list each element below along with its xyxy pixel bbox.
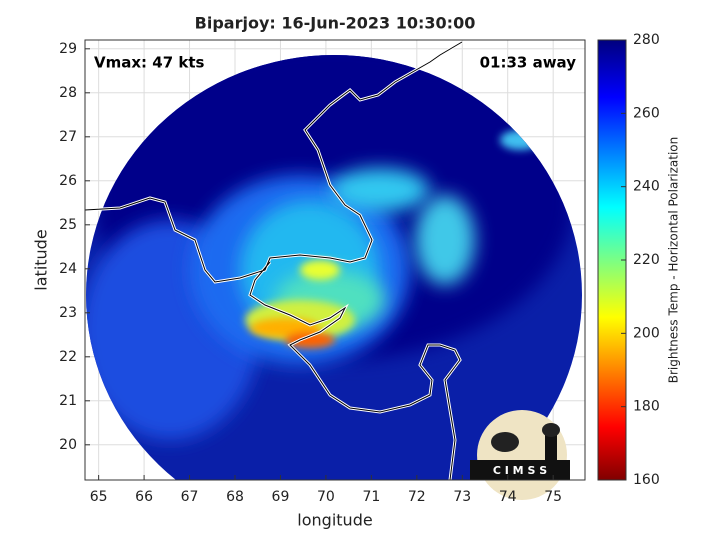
x-tick-label: 65 xyxy=(90,489,108,505)
x-tick-label: 70 xyxy=(317,489,335,505)
y-tick-label: 26 xyxy=(59,173,77,189)
colorbar-tick-label: 280 xyxy=(633,32,660,48)
x-tick-label: 68 xyxy=(226,489,244,505)
x-axis-label: longitude xyxy=(297,511,372,530)
logo-text: C I M S S xyxy=(493,464,547,477)
plot-frame xyxy=(84,39,586,481)
colorbar-tick-label: 200 xyxy=(633,325,660,341)
y-tick-label: 28 xyxy=(59,85,77,101)
y-tick-label: 29 xyxy=(59,41,77,57)
x-tick-label: 67 xyxy=(181,489,199,505)
x-tick-label: 72 xyxy=(408,489,426,505)
colorbar-tick-label: 260 xyxy=(633,105,660,121)
y-tick-label: 20 xyxy=(59,437,77,453)
x-tick-label: 74 xyxy=(499,489,517,505)
satellite-image xyxy=(85,40,582,480)
x-tick-label: 75 xyxy=(544,489,562,505)
chart-title: Biparjoy: 16-Jun-2023 10:30:00 xyxy=(195,14,476,33)
colorbar-label: Brightness Temp - Horizontal Polarizatio… xyxy=(667,137,681,384)
logo: C I M S S xyxy=(470,410,570,500)
colorbar-tick-label: 240 xyxy=(633,179,660,195)
y-tick-label: 23 xyxy=(59,305,77,321)
y-tick-label: 25 xyxy=(59,217,77,233)
x-tick-label: 71 xyxy=(362,489,380,505)
x-tick-label: 66 xyxy=(135,489,153,505)
annotation: Vmax: 47 kts xyxy=(94,54,204,72)
colorbar-tick-label: 180 xyxy=(633,399,660,415)
y-tick-label: 27 xyxy=(59,129,77,145)
y-tick-label: 22 xyxy=(59,349,77,365)
colorbar-tick-label: 160 xyxy=(633,472,660,488)
colorbar-tick-label: 220 xyxy=(633,252,660,268)
y-axis-label: latitude xyxy=(32,229,51,290)
y-tick-label: 21 xyxy=(59,393,77,409)
x-tick-label: 69 xyxy=(272,489,290,505)
x-tick-label: 73 xyxy=(453,489,471,505)
annotation: 01:33 away xyxy=(480,54,577,72)
y-tick-label: 24 xyxy=(59,261,77,277)
